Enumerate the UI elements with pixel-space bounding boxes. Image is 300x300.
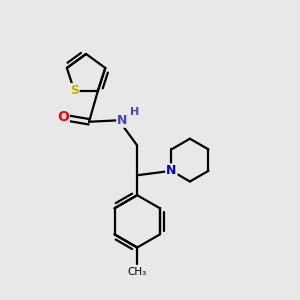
Text: O: O: [57, 110, 69, 124]
Text: S: S: [70, 84, 79, 97]
Text: N: N: [166, 164, 177, 177]
Text: CH₃: CH₃: [128, 267, 147, 277]
Text: N: N: [117, 114, 128, 127]
Text: H: H: [130, 107, 139, 117]
